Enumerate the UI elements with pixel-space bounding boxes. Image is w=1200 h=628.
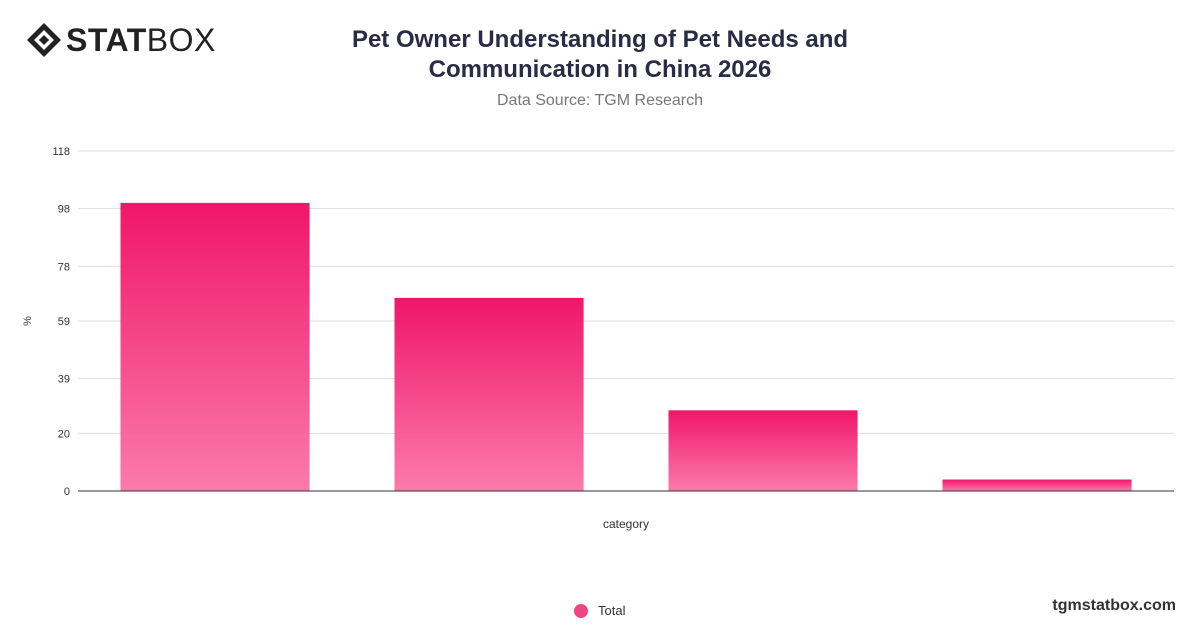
y-tick-label: 39 [58, 374, 70, 386]
y-tick-label: 98 [58, 204, 70, 216]
y-tick-label: 78 [58, 261, 70, 273]
website-label: tgmstatbox.com [1052, 597, 1176, 614]
y-axis-label: % [22, 316, 34, 326]
chart-title: Pet Owner Understanding of Pet Needs and… [300, 25, 900, 85]
y-tick-label: 118 [52, 146, 70, 158]
y-tick-label: 59 [58, 316, 70, 328]
y-tick-label: 20 [58, 428, 70, 440]
logo-text-bold: STAT [66, 22, 147, 58]
legend[interactable]: Total [574, 603, 625, 618]
statbox-logo: STAT BOX [26, 22, 216, 58]
logo-text-light: BOX [146, 22, 216, 58]
chart-title-line-2: Communication in China 2026 [428, 56, 772, 83]
y-tick-label: 0 [64, 486, 70, 498]
bar-4[interactable] [942, 479, 1132, 492]
bars [120, 202, 1132, 492]
bar-3[interactable] [668, 410, 858, 491]
statbox-logo-icon [27, 23, 61, 57]
x-axis-label: category [603, 517, 649, 531]
bar-2[interactable] [394, 297, 584, 491]
legend-marker [574, 603, 588, 618]
bar-1[interactable] [120, 202, 310, 491]
chart-subtitle: Data Source: TGM Research [496, 92, 703, 109]
chart-title-line-1: Pet Owner Understanding of Pet Needs and [351, 26, 849, 53]
y-axis-ticks: 0 20 39 59 78 98 118 [52, 146, 70, 498]
legend-label-total: Total [598, 603, 626, 618]
